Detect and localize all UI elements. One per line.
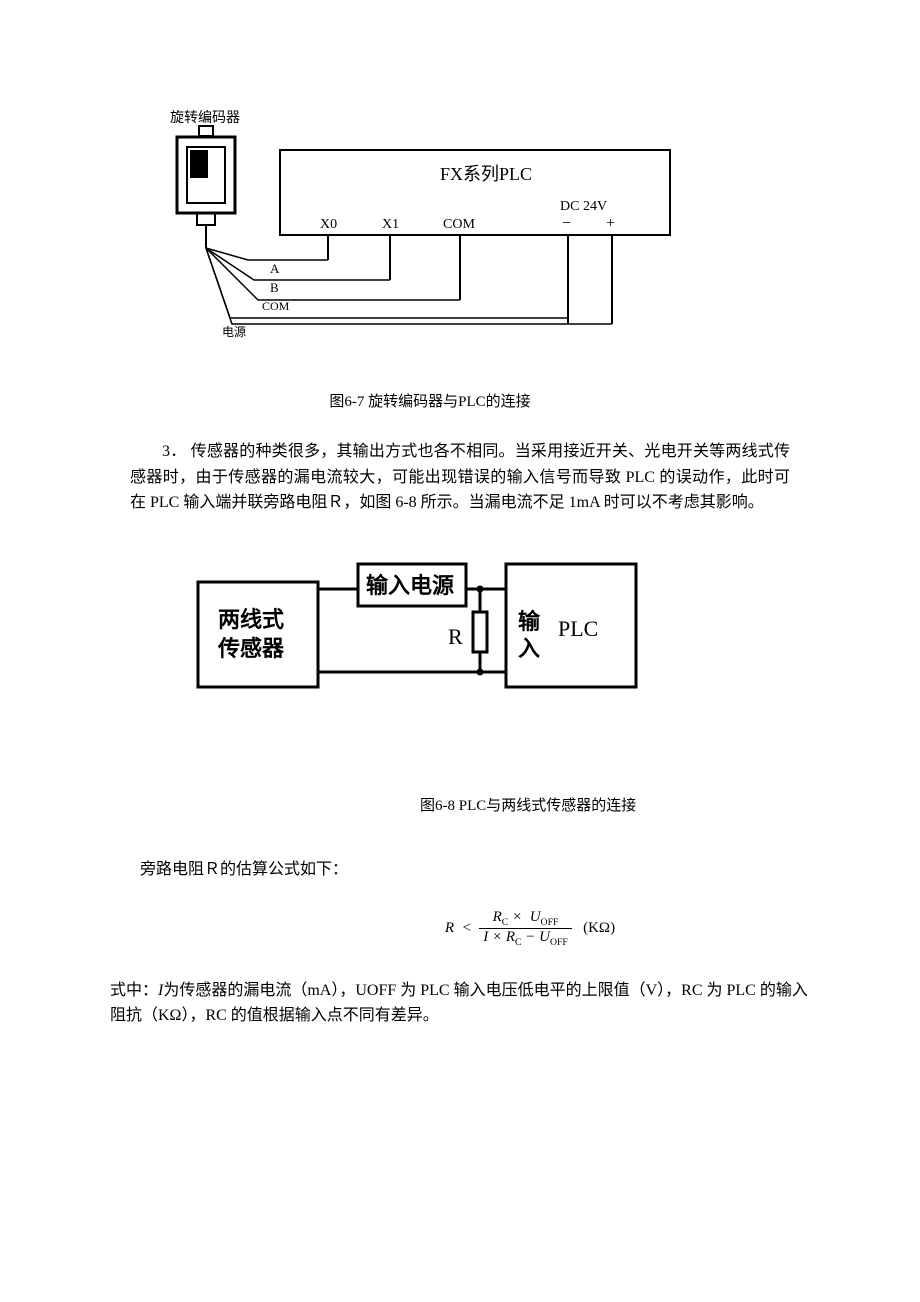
formula-num-b-sub: OFF xyxy=(541,917,559,928)
formula-num-a-sub: C xyxy=(502,917,509,928)
power-label: 输入电源 xyxy=(366,573,454,598)
formula-den-minus: − xyxy=(525,929,535,945)
plc-title: FX系列PLC xyxy=(440,164,532,184)
para3-c: 为传感器的漏电流（mA），UOFF 为 PLC 输入电压低电平的上限值（V），R… xyxy=(110,982,808,1025)
terminal-com: COM xyxy=(443,217,475,232)
terminal-minus: − xyxy=(562,215,571,232)
paragraph-3: 式中：I为传感器的漏电流（mA），UOFF 为 PLC 输入电压低电平的上限值（… xyxy=(110,978,810,1029)
sensor-label-1: 两线式 xyxy=(218,607,284,632)
terminal-plus: + xyxy=(606,215,615,232)
para1-lead: 3． xyxy=(162,443,186,460)
encoder-label: 旋转编码器 xyxy=(170,110,240,126)
wire-com-label: COM xyxy=(262,299,290,313)
terminal-x0: X0 xyxy=(320,217,337,232)
formula-den-c: U xyxy=(539,929,550,945)
resistor-r-label: R xyxy=(448,624,463,649)
para3-a: 式中： xyxy=(110,982,158,999)
formula-num-mul: × xyxy=(512,909,522,925)
encoder-plc-svg: 旋转编码器 FX系列PLC X0 X1 COM DC 24V − + A xyxy=(160,110,700,370)
formula-den-c-sub: OFF xyxy=(550,937,568,948)
formula-lt: < xyxy=(462,920,472,936)
figure-6-7-caption: 图6-7 旋转编码器与PLC的连接 xyxy=(160,390,700,411)
sensor-plc-diagram: 两线式 传感器 输入电源 输 入 PLC R xyxy=(180,544,660,724)
terminal-x1: X1 xyxy=(382,217,399,232)
paragraph-2: 旁路电阻Ｒ的估算公式如下： xyxy=(140,855,790,879)
terminal-dc24v: DC 24V xyxy=(560,199,607,214)
para1-text: 传感器的种类很多，其输出方式也各不相同。当采用接近开关、光电开关等两线式传感器时… xyxy=(130,443,790,511)
sensor-plc-svg: 两线式 传感器 输入电源 输 入 PLC R xyxy=(180,544,660,724)
formula-r: R < RC × UOFF I × RC − UOFF (KΩ) xyxy=(250,909,810,948)
input-label-1: 输 xyxy=(518,609,541,634)
formula-num-b: U xyxy=(530,909,541,925)
formula-den-b-sub: C xyxy=(515,937,522,948)
formula-den-b: R xyxy=(506,929,515,945)
wire-b-label: B xyxy=(270,280,279,295)
input-label-2: 入 xyxy=(518,636,540,661)
formula-lhs: R xyxy=(445,920,454,936)
figure-6-8-caption: 图6-8 PLC与两线式传感器的连接 xyxy=(420,794,810,815)
paragraph-1: 3． 传感器的种类很多，其输出方式也各不相同。当采用接近开关、光电开关等两线式传… xyxy=(130,439,790,516)
formula-den-mul: × xyxy=(492,929,502,945)
formula-unit: (KΩ) xyxy=(583,920,615,936)
wire-a-label: A xyxy=(270,261,280,276)
sensor-label-2: 传感器 xyxy=(217,636,285,661)
encoder-plc-diagram: 旋转编码器 FX系列PLC X0 X1 COM DC 24V − + A xyxy=(160,110,700,370)
plc-label: PLC xyxy=(558,616,598,641)
wire-power-label: 电源 xyxy=(222,325,246,339)
formula-num-a: R xyxy=(493,909,502,925)
formula-den-a: I xyxy=(483,929,488,945)
